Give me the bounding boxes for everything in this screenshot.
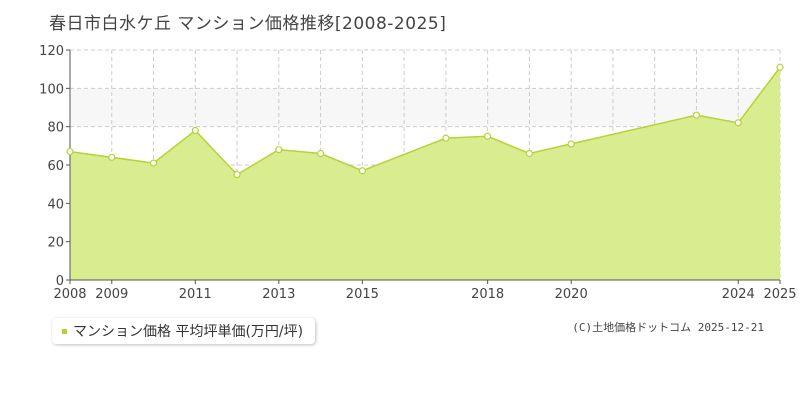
data-point bbox=[525, 149, 534, 158]
y-tick-label: 40 bbox=[47, 197, 64, 212]
data-point bbox=[191, 126, 199, 135]
data-point bbox=[567, 140, 575, 148]
x-tick-label: 2018 bbox=[471, 287, 504, 302]
plot-band bbox=[70, 88, 780, 127]
x-tick-label: 2020 bbox=[555, 287, 588, 302]
x-tick-label: 2025 bbox=[763, 287, 796, 302]
data-point bbox=[692, 111, 701, 119]
y-tick-label: 100 bbox=[39, 82, 64, 97]
data-point bbox=[358, 167, 366, 175]
y-tick-label: 60 bbox=[47, 159, 64, 174]
data-point bbox=[316, 149, 325, 158]
y-tick-label: 80 bbox=[47, 121, 64, 136]
x-tick-label: 2024 bbox=[722, 287, 755, 302]
data-point bbox=[442, 134, 450, 142]
x-tick-label: 2013 bbox=[262, 287, 295, 302]
data-point bbox=[275, 146, 283, 154]
data-point bbox=[108, 153, 116, 161]
x-tick-label: 2015 bbox=[346, 287, 379, 302]
x-tick-label: 2008 bbox=[53, 287, 86, 302]
x-tick-label: 2011 bbox=[179, 287, 212, 302]
x-tick-label: 2009 bbox=[95, 287, 128, 302]
data-point bbox=[149, 159, 158, 167]
y-tick-label: 120 bbox=[39, 44, 64, 59]
chart-title: 春日市白水ケ丘 マンション価格推移[2008-2025] bbox=[49, 14, 447, 34]
data-point bbox=[484, 132, 492, 140]
legend: マンション価格 平均坪単価(万円/坪) bbox=[52, 318, 316, 344]
copyright-text: (C)土地価格ドットコム 2025-12-21 bbox=[572, 321, 764, 334]
y-tick-label: 20 bbox=[47, 236, 64, 251]
legend-label: マンション価格 平均坪単価(万円/坪) bbox=[73, 324, 304, 340]
legend-swatch bbox=[62, 328, 67, 334]
data-point bbox=[734, 119, 742, 127]
data-point bbox=[776, 63, 784, 71]
data-point bbox=[66, 147, 74, 156]
series-area bbox=[70, 67, 780, 280]
y-tick-label: 0 bbox=[56, 274, 64, 289]
data-point bbox=[233, 170, 241, 179]
